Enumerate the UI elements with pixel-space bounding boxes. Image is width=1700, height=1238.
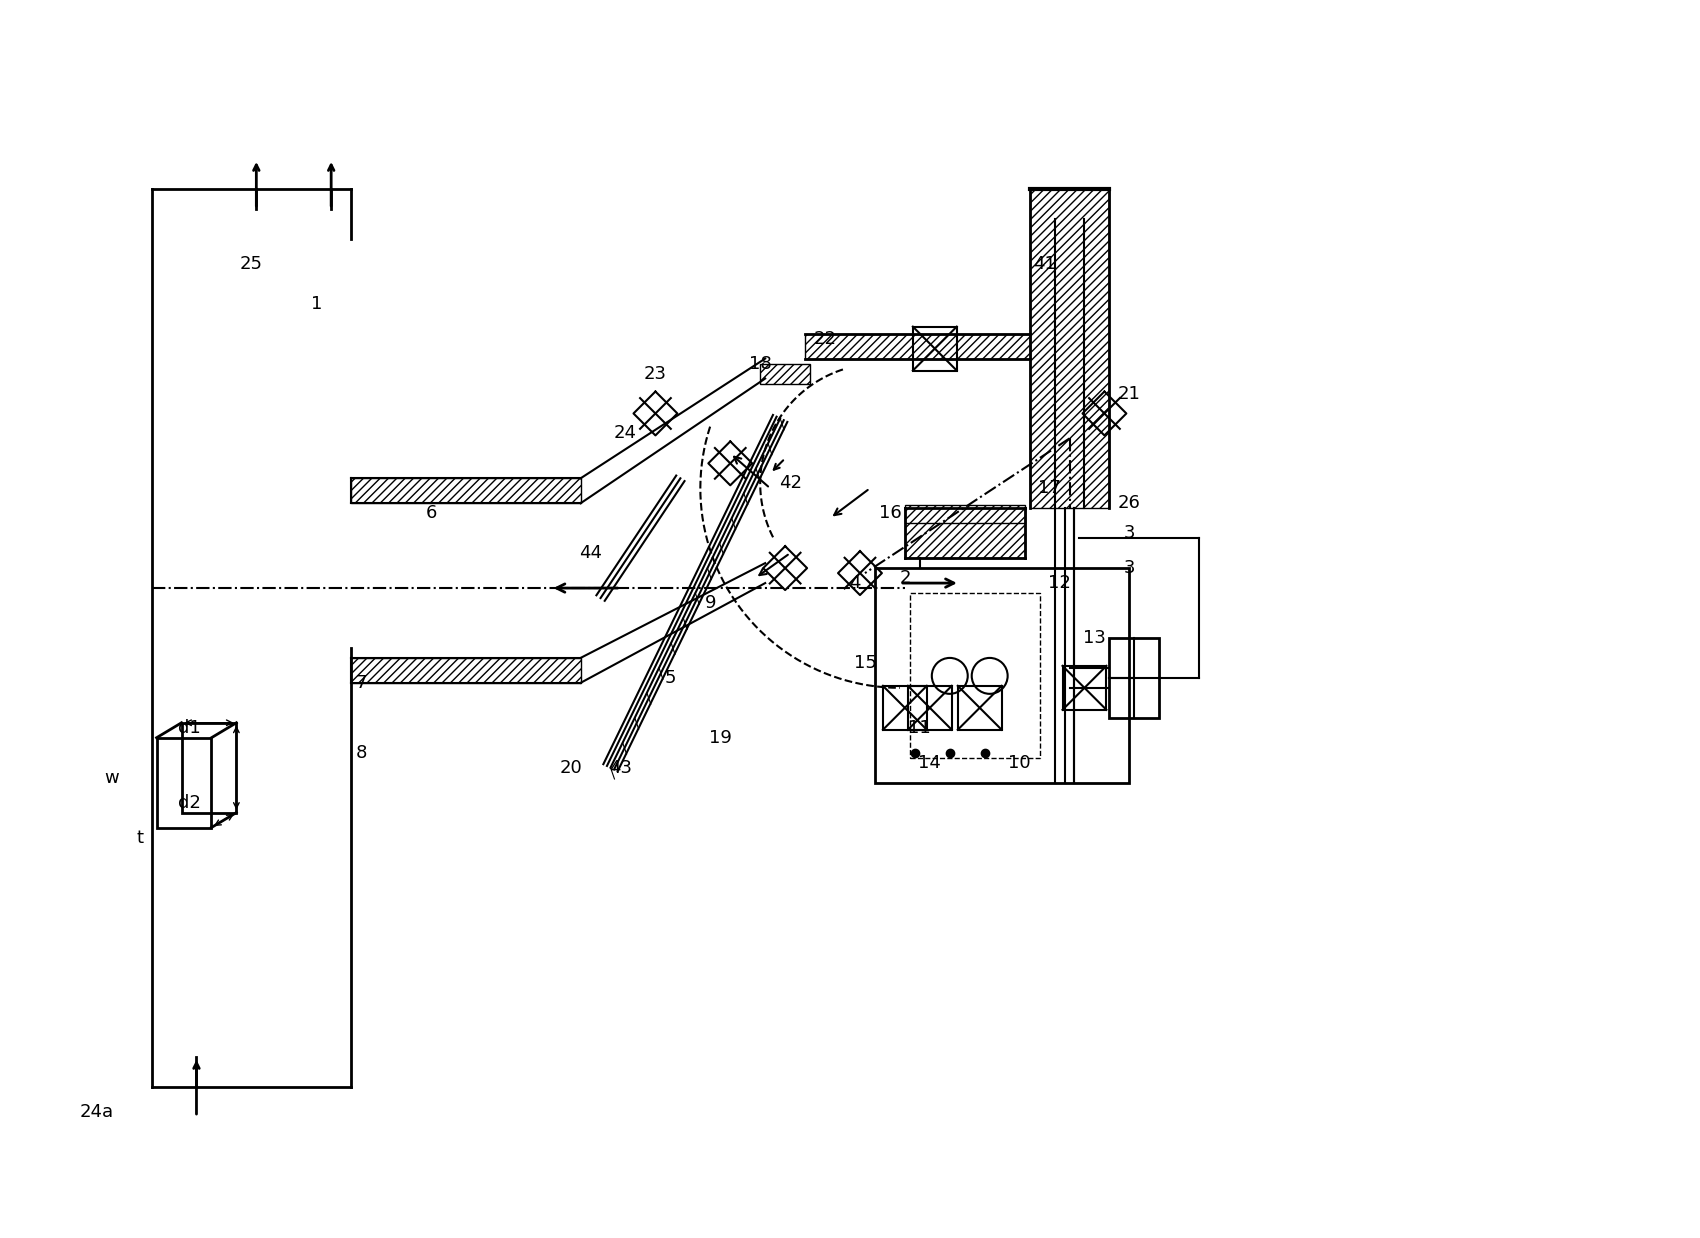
Text: 24a: 24a: [80, 1103, 114, 1120]
Text: 23: 23: [644, 364, 666, 383]
Bar: [352, 478, 581, 504]
Text: 16: 16: [879, 504, 901, 522]
Text: 17: 17: [1039, 479, 1061, 498]
Text: 11: 11: [908, 719, 932, 737]
Bar: [876, 568, 1129, 782]
Text: 9: 9: [704, 594, 716, 612]
Text: 26: 26: [1119, 494, 1141, 513]
Text: 14: 14: [918, 754, 942, 771]
Text: 5: 5: [665, 669, 677, 687]
Bar: [904, 505, 1025, 524]
Bar: [904, 509, 1025, 558]
Text: 3: 3: [1124, 560, 1136, 577]
Text: 22: 22: [814, 329, 836, 348]
Text: 20: 20: [559, 759, 581, 776]
Text: 10: 10: [1008, 754, 1030, 771]
Text: 41: 41: [1034, 255, 1056, 272]
Text: w: w: [104, 769, 119, 786]
Bar: [352, 657, 581, 683]
Bar: [1062, 666, 1107, 709]
Text: 13: 13: [1083, 629, 1107, 647]
Text: 3: 3: [1124, 524, 1136, 542]
Text: 1: 1: [311, 295, 321, 313]
Bar: [760, 364, 811, 384]
Text: d2: d2: [178, 794, 201, 812]
Bar: [156, 738, 211, 827]
Text: 12: 12: [1049, 574, 1071, 592]
Text: t: t: [136, 828, 143, 847]
Bar: [1110, 638, 1159, 718]
Bar: [182, 723, 236, 812]
Bar: [908, 686, 952, 729]
Text: 25: 25: [240, 255, 264, 272]
Text: 43: 43: [609, 759, 632, 776]
Text: 6: 6: [425, 504, 437, 522]
Bar: [882, 686, 927, 729]
Text: 18: 18: [748, 354, 772, 373]
Text: 7: 7: [355, 673, 367, 692]
Bar: [806, 334, 1030, 359]
Text: 2: 2: [899, 569, 911, 587]
Text: 21: 21: [1119, 385, 1141, 402]
Text: 24: 24: [614, 425, 638, 442]
Text: 8: 8: [355, 744, 367, 761]
Bar: [1030, 189, 1110, 509]
Bar: [910, 593, 1040, 758]
Text: 15: 15: [853, 654, 877, 672]
Text: 4: 4: [850, 574, 860, 592]
Text: 42: 42: [779, 474, 802, 493]
Text: d1: d1: [178, 719, 201, 737]
Bar: [913, 327, 957, 370]
Text: 44: 44: [580, 545, 602, 562]
Text: 19: 19: [709, 729, 731, 747]
Bar: [957, 686, 1001, 729]
